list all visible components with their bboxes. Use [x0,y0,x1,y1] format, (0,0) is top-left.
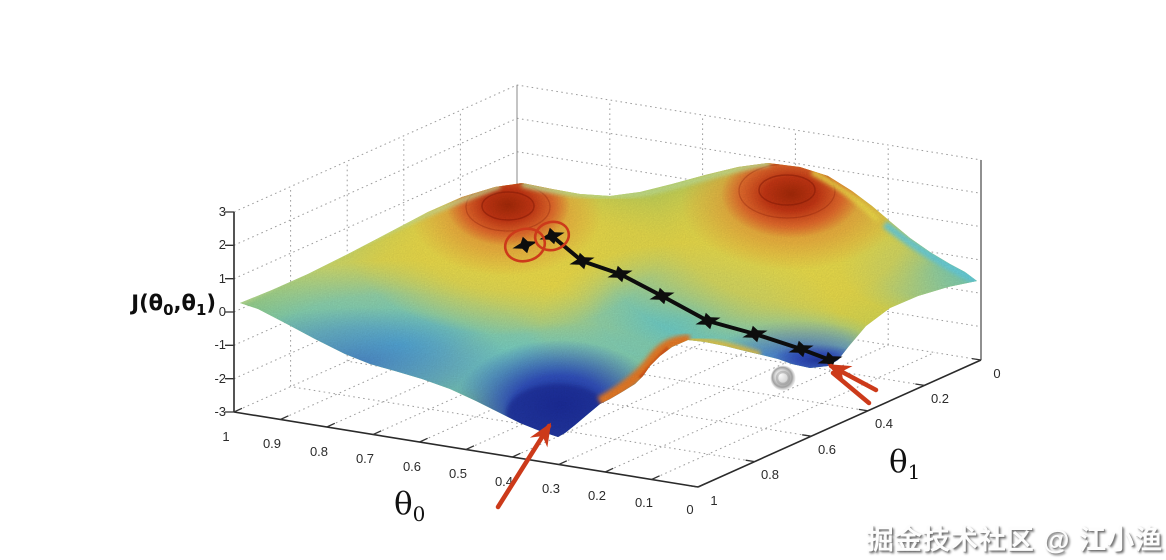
z-tick-label: 2 [219,237,226,252]
descent-path-line [550,234,832,362]
y-tick-label: 1 [710,493,717,508]
y-axis-label: θ1 [889,444,920,484]
x-tick-label: 0.1 [635,495,653,510]
watermark: 掘金技术社区 @ 江小渔 [866,525,1163,555]
x-tick-marks [233,407,707,488]
z-tick-label: -1 [214,337,226,352]
y-tick-marks [688,357,982,488]
z-axis-label: J(θ0,θ1) [129,291,216,319]
local-minimum-arrow [830,370,872,406]
descent-step-marker [569,252,595,270]
sphere-marker-ring [775,370,791,386]
local-minimum-arrow [495,422,552,510]
x-tick-label: 0.4 [495,474,513,489]
box-top-edges [233,84,982,213]
y-tick-label: 0.4 [875,416,893,431]
y-tick-label: 0.6 [818,442,836,457]
z-tick-label: -2 [214,371,226,386]
z-tick-label: 3 [219,204,226,219]
descent-step-marker [649,287,675,305]
y-tick-label: 0 [993,366,1000,381]
y-axis-line [697,359,982,488]
axes: 3 2 1 0 -1 -2 -3 1 0.9 0.8 0.7 0.6 0.5 0… [214,204,1000,517]
start-point-circle [533,220,571,252]
descent-step-marker [817,351,843,369]
z-tick-marks [225,211,234,413]
x-tick-label: 0.6 [403,459,421,474]
z-tick-label: 1 [219,271,226,286]
x-tick-label: 0.3 [542,481,560,496]
z-tick-label: -3 [214,404,226,419]
descent-step-marker [512,236,538,254]
descent-step-marker [788,340,814,358]
x-tick-label: 0.2 [588,488,606,503]
y-tick-label: 0.8 [761,467,779,482]
x-tick-label: 0.7 [356,451,374,466]
descent-step-marker [539,227,565,245]
start-point-circle [503,227,547,263]
x-tick-label: 0.9 [263,436,281,451]
x-tick-label: 0.8 [310,444,328,459]
y-tick-label: 0.2 [931,391,949,406]
descent-step-marker [695,312,721,330]
cost-surface [240,163,977,437]
x-tick-label: 0.5 [449,466,467,481]
x-axis-label: θ0 [394,486,425,526]
z-tick-label: 0 [219,304,226,319]
descent-step-marker [607,265,633,283]
local-minimum-arrow [827,363,879,393]
x-tick-label: 1 [222,429,229,444]
descent-step-marker [742,325,768,343]
x-tick-label: 0 [686,502,693,517]
sphere-marker [770,365,796,391]
annotations [495,220,879,510]
